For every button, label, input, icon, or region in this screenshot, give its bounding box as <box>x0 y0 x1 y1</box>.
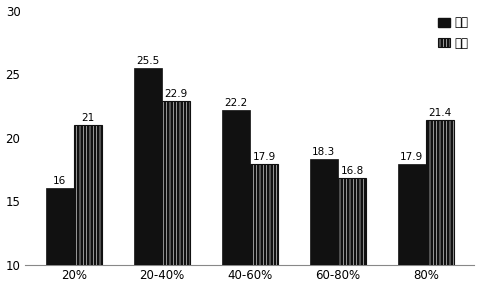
Bar <box>426 120 454 288</box>
Text: 21.4: 21.4 <box>428 108 452 118</box>
Text: 18.3: 18.3 <box>312 147 336 157</box>
Legend: 여성, 남성: 여성, 남성 <box>434 13 472 53</box>
Bar <box>162 101 190 288</box>
Text: 25.5: 25.5 <box>136 56 159 66</box>
Text: 17.9: 17.9 <box>252 152 276 162</box>
Text: 16.8: 16.8 <box>340 166 363 176</box>
Bar <box>74 125 102 288</box>
Text: 17.9: 17.9 <box>400 152 423 162</box>
Text: 21: 21 <box>81 113 95 123</box>
Bar <box>250 164 278 288</box>
Bar <box>398 164 426 288</box>
Bar <box>46 188 74 288</box>
Bar <box>310 159 338 288</box>
Bar <box>338 178 366 288</box>
Text: 22.9: 22.9 <box>164 89 188 99</box>
Bar <box>222 110 250 288</box>
Text: 22.2: 22.2 <box>224 98 247 108</box>
Bar <box>134 68 162 288</box>
Text: 16: 16 <box>53 177 66 186</box>
